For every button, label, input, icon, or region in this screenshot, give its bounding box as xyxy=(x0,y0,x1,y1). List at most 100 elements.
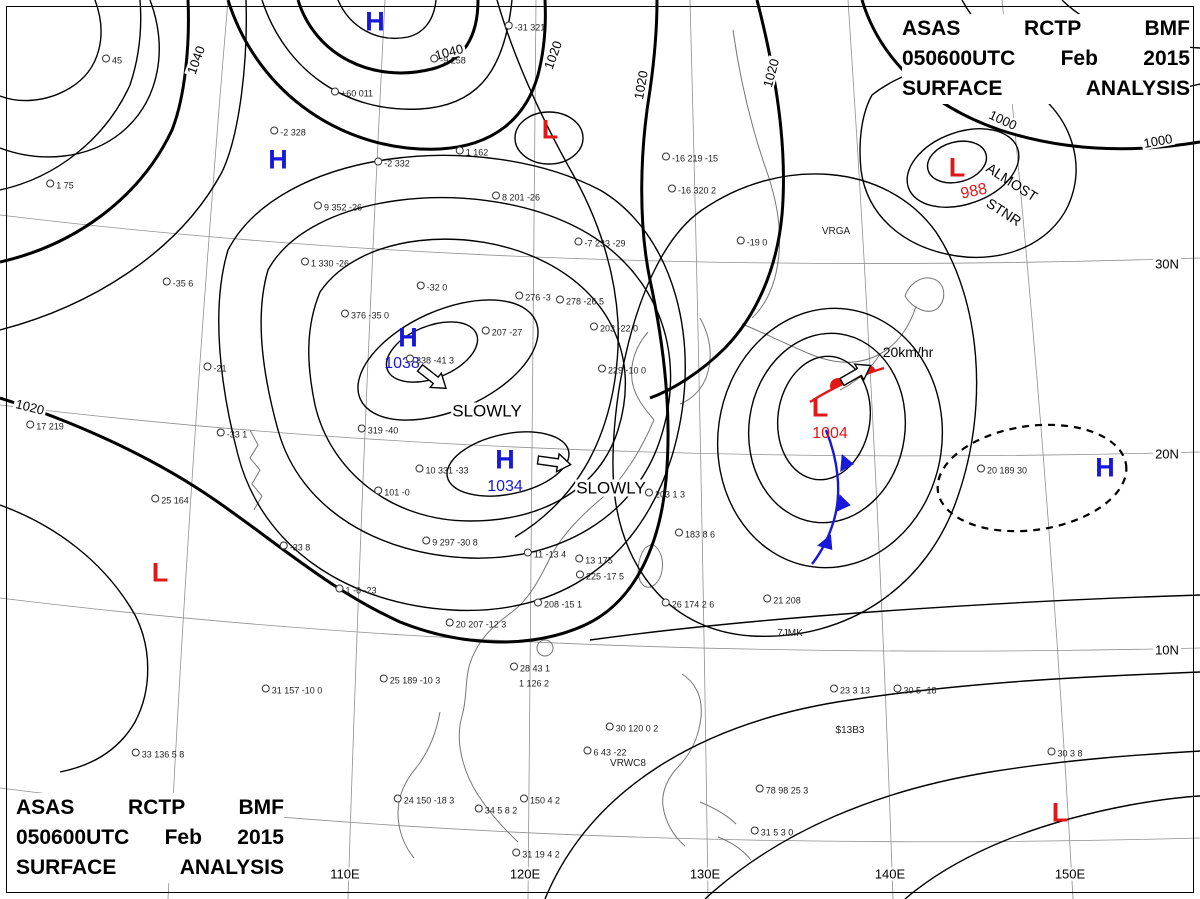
stations-label: 25 189 -10 3 xyxy=(379,674,440,686)
station-circle-icon xyxy=(422,536,431,545)
stations-label: 338 -41 3 xyxy=(405,354,454,366)
station-circle-icon xyxy=(1047,747,1056,756)
station-circle-icon xyxy=(430,54,439,63)
station-circle-icon xyxy=(455,146,464,155)
station-circle-icon xyxy=(131,748,140,757)
movement-annotation: STNR xyxy=(983,194,1025,230)
low-pressure-value: 988 xyxy=(959,180,989,203)
stations-label: -16 219 -15 xyxy=(661,152,718,164)
station-circle-icon xyxy=(661,598,670,607)
station-circle-icon xyxy=(750,826,759,835)
stations-label: -32 0 xyxy=(416,281,447,293)
stations-label: 101 -0 xyxy=(374,486,410,498)
station-circle-icon xyxy=(575,570,584,579)
station-circle-icon xyxy=(523,548,532,557)
stations-label: 31 5 3 0 xyxy=(750,826,793,838)
isobar-labels-label: 1000 xyxy=(1140,131,1176,151)
station-circle-icon xyxy=(644,488,653,497)
stations-label: 8 201 -26 xyxy=(491,191,540,203)
stations-label: 31 19 4 2 xyxy=(512,848,560,860)
longitude-label: 140E xyxy=(872,866,908,882)
station-circle-icon xyxy=(374,486,383,495)
high-center-marker: H xyxy=(495,444,515,475)
stations-label: 25 164 xyxy=(151,494,189,506)
high-center-marker: H xyxy=(398,322,418,353)
latitude-label: 20N xyxy=(1153,446,1181,462)
stations-label: 17 219 xyxy=(26,420,64,432)
stations-label: 45 xyxy=(101,54,122,66)
stations-label: 34 5 8 2 xyxy=(474,804,517,816)
station-circle-icon xyxy=(357,424,366,433)
station-id: 7JMK xyxy=(777,628,803,639)
longitude-label: 130E xyxy=(687,866,723,882)
high-center-marker: H xyxy=(268,144,288,175)
station-circle-icon xyxy=(674,528,683,537)
isobar-labels-label: 1020 xyxy=(541,37,565,73)
stations-label: 26 174 2 6 xyxy=(661,598,714,610)
station-circle-icon xyxy=(445,618,454,627)
cold-front xyxy=(811,429,854,565)
isobar-labels-label: 1000 xyxy=(985,107,1021,133)
high-pressure-value: 1034 xyxy=(487,478,523,495)
station-id: $13B3 xyxy=(835,725,865,736)
stations-label: 376 -35 0 xyxy=(340,309,389,321)
station-circle-icon xyxy=(736,236,745,245)
station-circle-icon xyxy=(597,364,606,373)
title-line1: ASAS RCTP BMF xyxy=(16,796,284,819)
station-circle-icon xyxy=(335,584,344,593)
stations-label: 1 75 xyxy=(46,179,74,191)
stations-label: 24 150 -18 3 xyxy=(393,794,454,806)
station-circle-icon xyxy=(575,554,584,563)
low-center-marker: L xyxy=(151,557,169,588)
station-circle-icon xyxy=(415,464,424,473)
stations-label: 1 330 -26 xyxy=(300,257,349,269)
station-circle-icon xyxy=(829,684,838,693)
station-circle-icon xyxy=(509,662,518,671)
station-circle-icon xyxy=(512,848,521,857)
stations-label: 203 -22 0 xyxy=(589,322,638,334)
station-circle-icon xyxy=(533,598,542,607)
stations-label: 78 98 25 3 xyxy=(755,784,808,796)
station-circle-icon xyxy=(151,494,160,503)
stations-label: 319 -40 xyxy=(357,424,398,436)
station-circle-icon xyxy=(330,87,339,96)
station-circle-icon xyxy=(393,794,402,803)
movement-arrow xyxy=(416,363,447,390)
station-circle-icon xyxy=(216,428,225,437)
stations-label: 1 126 2 xyxy=(518,678,550,689)
isobar-thick-layer xyxy=(0,0,1200,644)
low-pressure-value: 1004 xyxy=(812,425,848,442)
stations-label: 31 157 -10 0 xyxy=(261,684,322,696)
longitude-label: 110E xyxy=(328,866,362,882)
isobar-labels-label: 1020 xyxy=(760,55,782,91)
stations-label: 150 4 2 xyxy=(519,794,560,806)
station-circle-icon xyxy=(405,354,414,363)
stations-label: -2 332 xyxy=(374,157,410,169)
station-circle-icon xyxy=(515,291,524,300)
stations-label: 33 136 5 8 xyxy=(131,748,184,760)
station-circle-icon xyxy=(300,257,309,266)
station-circle-icon xyxy=(763,594,772,603)
station-circle-icon xyxy=(976,464,985,473)
stations-label: 30 5 -18 xyxy=(893,684,937,696)
station-circle-icon xyxy=(162,277,171,286)
station-circle-icon xyxy=(46,179,55,188)
stations-label: 30 120 0 2 xyxy=(605,722,658,734)
stations-label: 11 -13 4 xyxy=(523,548,566,560)
station-id: VRGA xyxy=(821,226,851,237)
stations-label: 229 -10 0 xyxy=(597,364,646,376)
station-circle-icon xyxy=(574,237,583,246)
station-circle-icon xyxy=(589,322,598,331)
high-center-marker: H xyxy=(365,6,385,37)
station-circle-icon xyxy=(261,684,270,693)
stations-label: 1 162 xyxy=(455,146,488,158)
station-id: VRWC8 xyxy=(610,758,646,769)
stations-label: 225 -17 5 xyxy=(575,570,624,582)
longitude-label: 150E xyxy=(1052,866,1088,882)
stations-label: 20 207 -12 3 xyxy=(445,618,506,630)
dashed-isobar xyxy=(936,423,1128,533)
title-line1: ASAS RCTP BMF xyxy=(902,17,1190,40)
